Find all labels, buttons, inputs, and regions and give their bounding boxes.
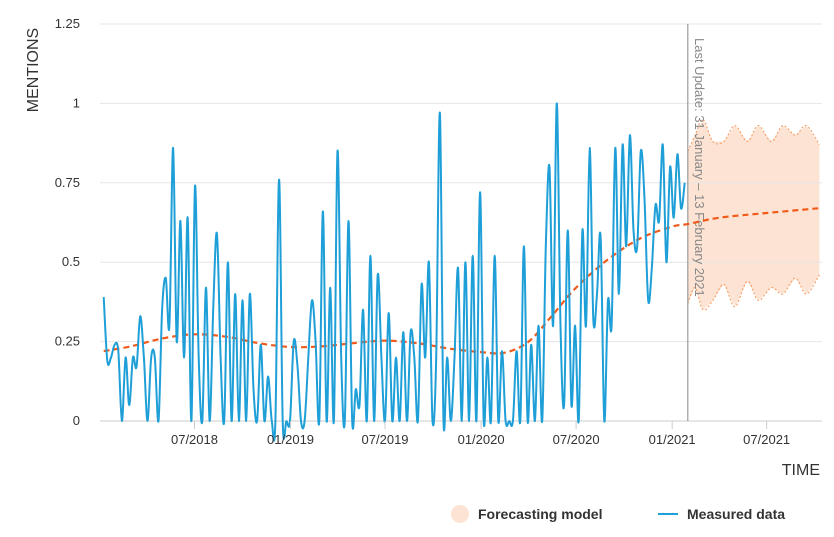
x-tick-label: 07/2019 — [362, 432, 409, 447]
y-tick-label: 0.5 — [62, 254, 80, 269]
legend-label-forecasting: Forecasting model — [478, 506, 602, 522]
last-update-layer: Last Update: 31 January – 13 February 20… — [687, 24, 707, 421]
y-tick-label: 1 — [73, 95, 80, 110]
legend-item-forecasting-model[interactable]: Forecasting model — [451, 505, 602, 523]
y-tick-label: 0.75 — [55, 175, 80, 190]
x-tick-label: 07/2021 — [743, 432, 790, 447]
y-axis-title: MENTIONS — [25, 28, 42, 112]
trend-line — [103, 207, 820, 355]
y-ticks: 0 0.25 0.5 0.75 1 1.25 — [55, 16, 80, 428]
x-tick-label: 01/2019 — [267, 432, 314, 447]
trend-layer — [103, 207, 820, 355]
x-axis-title: TIME — [782, 462, 820, 479]
legend-label-measured: Measured data — [687, 506, 785, 522]
forecast-lower-bound — [687, 274, 820, 311]
last-update-label: Last Update: 31 January – 13 February 20… — [692, 38, 707, 297]
x-ticks: 07/2018 01/2019 07/2019 01/2020 07/2020 01/20… — [171, 421, 790, 447]
legend[interactable]: Forecasting model Measured data — [451, 505, 785, 523]
x-tick-label: 07/2018 — [171, 432, 218, 447]
y-tick-label: 0 — [73, 413, 80, 428]
legend-item-measured-data[interactable]: Measured data — [658, 506, 785, 522]
x-tick-label: 07/2020 — [553, 432, 600, 447]
legend-swatch-forecasting — [451, 505, 469, 523]
measured-series-layer — [102, 102, 686, 442]
x-tick-label: 01/2020 — [458, 432, 505, 447]
forecast-upper-bound — [687, 118, 820, 152]
y-tick-label: 1.25 — [55, 16, 80, 31]
measured-data-line — [102, 102, 686, 442]
y-tick-label: 0.25 — [55, 334, 80, 349]
grid-layer — [100, 23, 822, 422]
x-tick-label: 01/2021 — [649, 432, 696, 447]
